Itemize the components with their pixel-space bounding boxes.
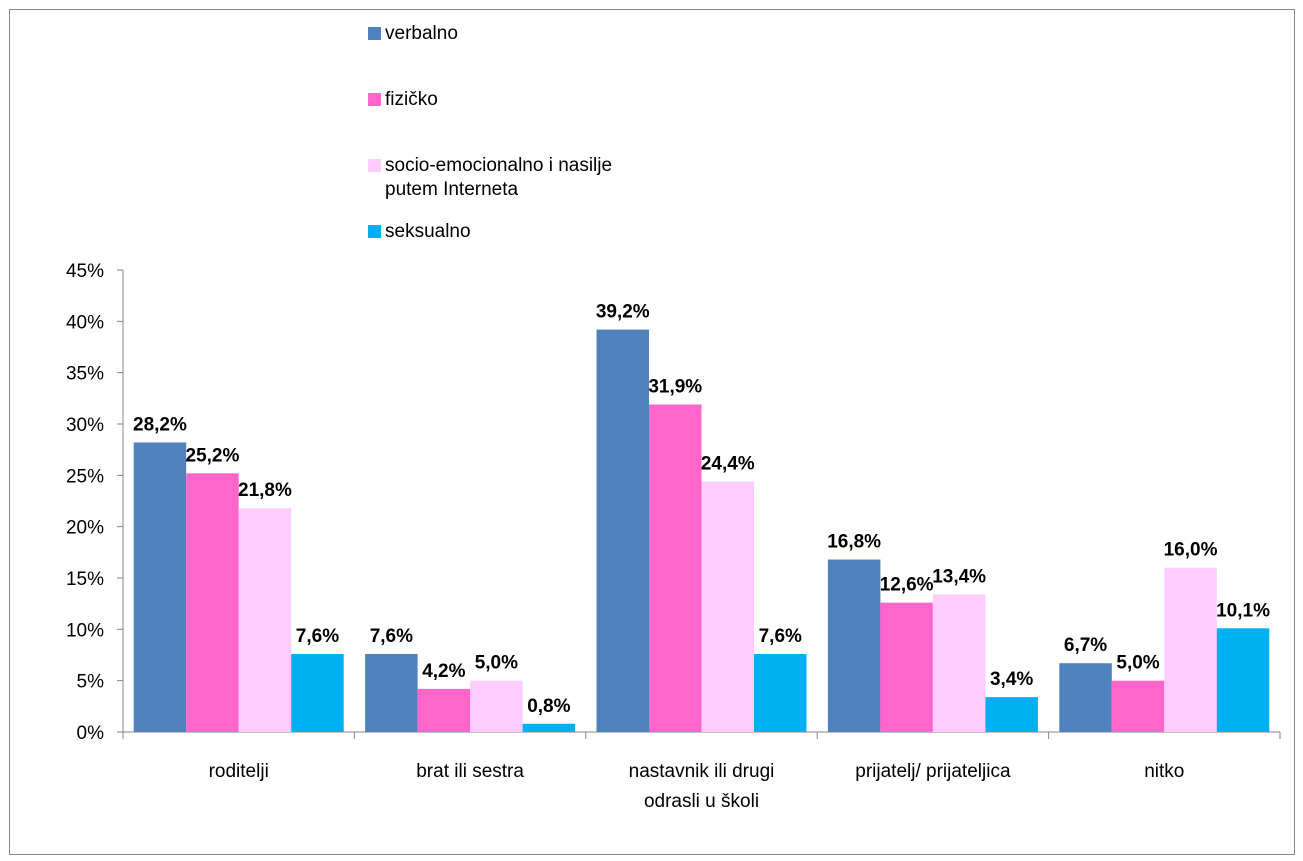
data-label: 5,0% (475, 653, 518, 674)
data-label: 7,6% (370, 626, 413, 647)
legend-item-fizicko: fizičko (368, 88, 695, 112)
legend-swatch-verbalno (368, 27, 381, 40)
bar (470, 680, 523, 732)
data-label: 16,8% (827, 532, 881, 553)
legend-swatch-seksualno (368, 225, 381, 238)
data-label: 24,4% (701, 453, 755, 474)
legend-label-verbalno: verbalno (385, 23, 458, 44)
legend-label-fizicko: fizičko (385, 89, 438, 110)
data-label: 4,2% (422, 661, 465, 682)
legend-label-socio-emocionalno: socio-emocionalno i nasilje putem Intern… (385, 154, 695, 202)
y-tick-label: 5% (77, 672, 105, 693)
legend-item-seksualno: seksualno (368, 220, 695, 244)
bar (522, 723, 576, 732)
bar (1164, 567, 1217, 732)
category-label: nastavnik ili drugi (629, 761, 775, 782)
bar (1059, 663, 1112, 732)
data-label: 25,2% (186, 445, 240, 466)
y-tick-label: 20% (66, 518, 104, 539)
y-tick-label: 45% (66, 261, 104, 282)
bar (649, 404, 702, 732)
bar (291, 653, 344, 732)
legend-label-socio-emocionalno-line-2: putem Interneta (385, 179, 519, 200)
legend-item-socio-emocionalno: socio-emocionalno i nasilje putem Intern… (368, 154, 695, 202)
legend-swatch-socio-emocionalno (368, 159, 381, 172)
data-label: 39,2% (596, 302, 650, 323)
bar (1111, 680, 1165, 732)
data-label: 21,8% (238, 480, 292, 501)
data-label: 13,4% (932, 566, 986, 587)
y-tick-label: 40% (66, 312, 104, 333)
category-label: nitko (1144, 761, 1184, 782)
category-label: brat ili sestra (416, 761, 524, 782)
y-tick-label: 30% (66, 415, 104, 436)
data-label: 31,9% (648, 376, 702, 397)
bar (365, 653, 418, 732)
category-label: roditelji (209, 761, 269, 782)
y-tick-label: 10% (66, 620, 104, 641)
bar (754, 653, 807, 732)
bar (701, 481, 754, 732)
category-label: prijatelj/ prijateljica (855, 761, 1011, 782)
bar (238, 508, 292, 732)
bar (985, 697, 1038, 732)
bar (133, 442, 187, 732)
bar (880, 602, 933, 732)
bar (596, 329, 649, 732)
bar (417, 688, 471, 732)
data-label: 3,4% (990, 669, 1033, 690)
data-label: 16,0% (1164, 540, 1218, 561)
data-label: 12,6% (880, 575, 934, 596)
y-tick-label: 0% (77, 723, 105, 744)
data-label: 28,2% (133, 414, 187, 435)
data-label: 7,6% (296, 626, 339, 647)
data-label: 7,6% (759, 626, 802, 647)
bar (186, 473, 239, 732)
data-label: 6,7% (1064, 635, 1107, 656)
bar (1216, 628, 1270, 732)
legend-label-seksualno: seksualno (385, 221, 471, 242)
legend-item-verbalno: verbalno (368, 22, 695, 46)
data-label: 10,1% (1216, 600, 1270, 621)
data-label: 5,0% (1116, 653, 1159, 674)
legend-swatch-fizicko (368, 93, 381, 106)
bar (827, 559, 881, 732)
y-tick-label: 35% (66, 364, 104, 385)
y-tick-label: 25% (66, 466, 104, 487)
data-label: 0,8% (527, 696, 570, 717)
legend-label-socio-emocionalno-line-1: socio-emocionalno i nasilje (385, 155, 613, 176)
y-tick-label: 15% (66, 569, 104, 590)
bar (932, 594, 986, 732)
category-label: odrasli u školi (644, 791, 759, 812)
